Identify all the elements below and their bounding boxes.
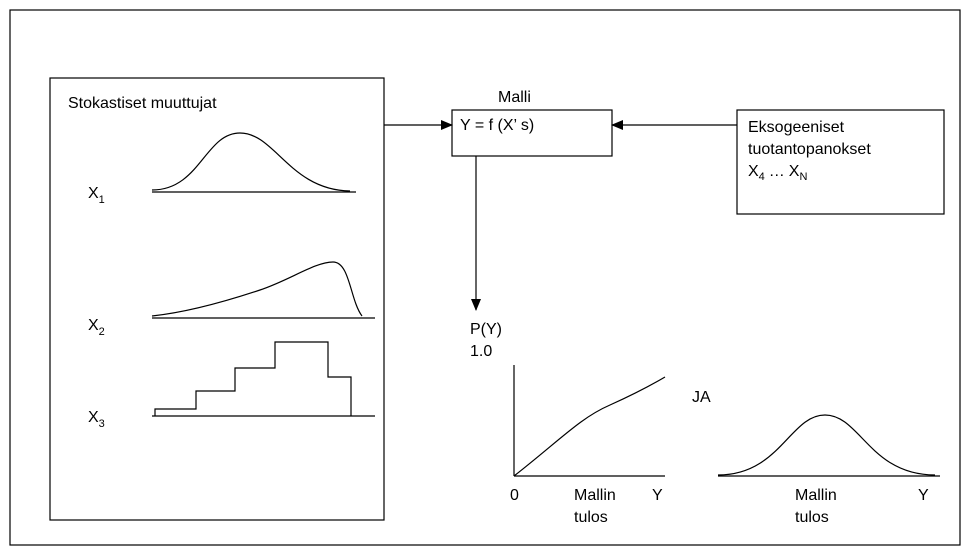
cdf-origin: 0 bbox=[510, 487, 519, 504]
exogenous-box bbox=[736, 109, 945, 215]
model-box bbox=[451, 109, 613, 157]
var-sub: 2 bbox=[99, 326, 105, 338]
var-base: X bbox=[88, 317, 99, 334]
pdf-x-axis-label: Y bbox=[918, 487, 929, 504]
variable-label: X2 bbox=[88, 317, 105, 338]
pdf-x-label: Mallin bbox=[795, 487, 837, 504]
exogenous-line: tuotantopanokset bbox=[748, 141, 871, 158]
ellipsis: … bbox=[769, 163, 785, 180]
bell-curve bbox=[151, 132, 351, 192]
var-sub: 4 bbox=[759, 171, 765, 183]
exogenous-range: X4… XN bbox=[748, 163, 807, 183]
variable-label: X3 bbox=[88, 409, 105, 430]
model-formula: Y = f (X’ s) bbox=[460, 117, 534, 134]
pdf-curve bbox=[717, 414, 936, 476]
cdf-x-label: tulos bbox=[574, 509, 608, 526]
inputs-title: Stokastiset muuttujat bbox=[68, 95, 217, 112]
var-sub: 3 bbox=[99, 418, 105, 430]
skewed-curve bbox=[151, 261, 363, 317]
var-base: X bbox=[88, 185, 99, 202]
var-sub: N bbox=[799, 171, 807, 183]
variable-label: X1 bbox=[88, 185, 105, 206]
var-base: X bbox=[88, 409, 99, 426]
outer-frame bbox=[9, 9, 961, 546]
model-title: Malli bbox=[498, 89, 531, 106]
step-curve bbox=[154, 341, 352, 416]
exogenous-line: Eksogeeniset bbox=[748, 119, 845, 136]
joiner: JA bbox=[692, 389, 711, 406]
pdf-x-label: tulos bbox=[795, 509, 829, 526]
cdf-x-label: Mallin bbox=[574, 487, 616, 504]
var-sub: 1 bbox=[99, 194, 105, 206]
inputs-box bbox=[49, 77, 385, 521]
cdf-y-max: 1.0 bbox=[470, 343, 492, 360]
cdf-curve bbox=[513, 376, 666, 477]
var-base: X bbox=[748, 163, 759, 180]
cdf-x-axis-label: Y bbox=[652, 487, 663, 504]
var-base: X bbox=[789, 163, 800, 180]
cdf-y-label: P(Y) bbox=[470, 321, 502, 338]
